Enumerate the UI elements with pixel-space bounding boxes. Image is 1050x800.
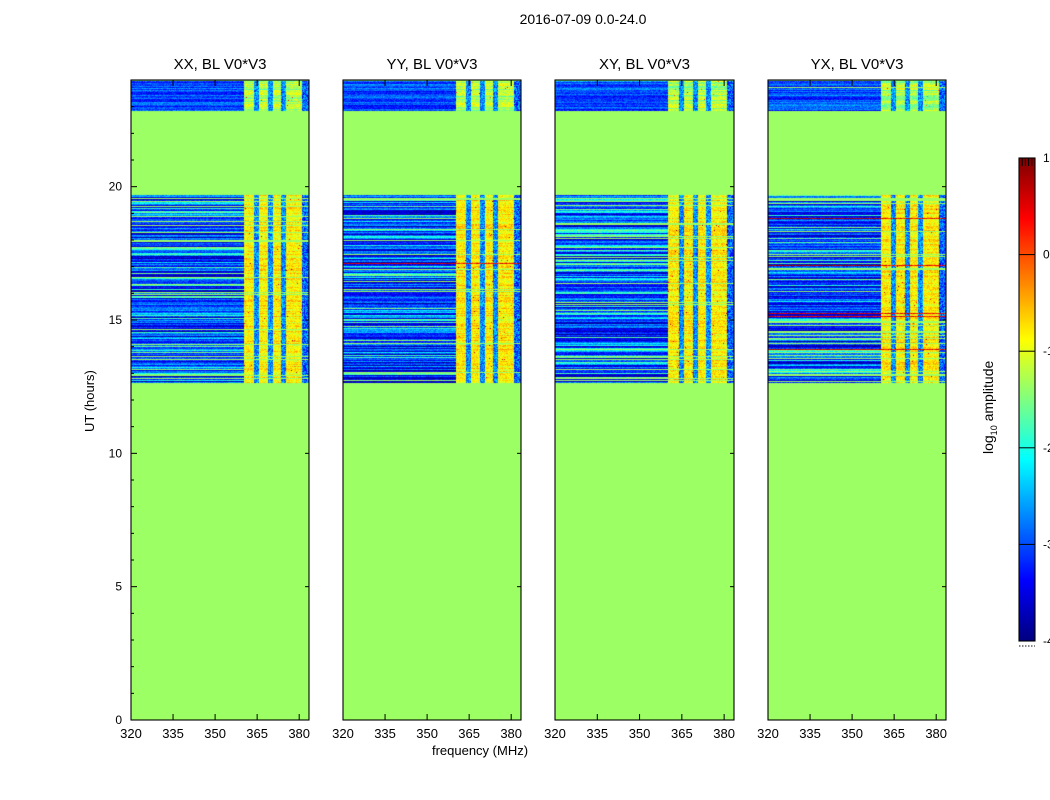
- svg-text:320: 320: [757, 726, 779, 741]
- svg-text:0: 0: [115, 713, 122, 727]
- svg-text:350: 350: [416, 726, 438, 741]
- svg-text:365: 365: [671, 726, 693, 741]
- svg-text:-1: -1: [1043, 344, 1050, 358]
- svg-text:335: 335: [586, 726, 608, 741]
- svg-text:320: 320: [332, 726, 354, 741]
- svg-text:380: 380: [925, 726, 947, 741]
- svg-text:20: 20: [109, 180, 123, 194]
- svg-text:15: 15: [109, 313, 123, 327]
- svg-text:365: 365: [883, 726, 905, 741]
- svg-text:335: 335: [799, 726, 821, 741]
- svg-text:320: 320: [544, 726, 566, 741]
- svg-text:5: 5: [115, 580, 122, 594]
- svg-text:-4: -4: [1043, 634, 1050, 648]
- svg-text:380: 380: [500, 726, 522, 741]
- svg-text:380: 380: [288, 726, 310, 741]
- svg-text:-2: -2: [1043, 441, 1050, 455]
- svg-text:335: 335: [374, 726, 396, 741]
- svg-text:320: 320: [120, 726, 142, 741]
- svg-text:-3: -3: [1043, 537, 1050, 551]
- svg-text:350: 350: [841, 726, 863, 741]
- svg-text:10: 10: [109, 446, 123, 460]
- svg-text:0: 0: [1043, 248, 1050, 262]
- svg-text:365: 365: [458, 726, 480, 741]
- svg-text:365: 365: [246, 726, 268, 741]
- svg-text:350: 350: [629, 726, 651, 741]
- svg-text:1: 1: [1043, 151, 1050, 165]
- svg-text:335: 335: [162, 726, 184, 741]
- svg-text:380: 380: [713, 726, 735, 741]
- svg-text:350: 350: [204, 726, 226, 741]
